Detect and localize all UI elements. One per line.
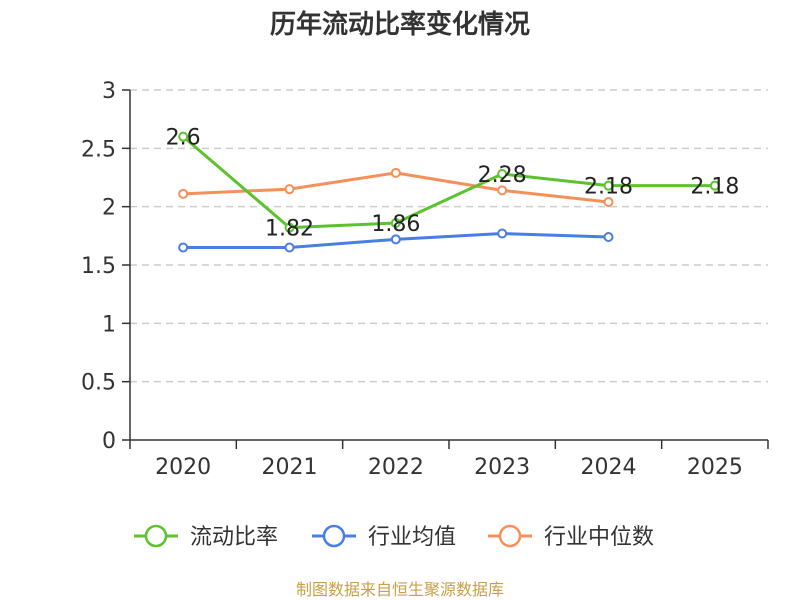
x-tick-label: 2023: [474, 455, 530, 480]
data-point: [178, 188, 189, 199]
series-行业均值: [178, 228, 614, 253]
data-point: [603, 197, 614, 207]
data-point: [390, 218, 401, 228]
data-label: 2.18: [690, 175, 739, 200]
data-label: 1.86: [371, 212, 420, 237]
data-point: [603, 180, 614, 191]
data-point: [284, 222, 295, 233]
series-group: [178, 131, 720, 253]
data-label: 2.6: [166, 126, 201, 151]
data-point: [497, 169, 508, 179]
source-note: 制图数据来自恒生聚源数据库: [296, 580, 504, 599]
x-tick-label: 2021: [262, 455, 318, 480]
grid-lines: [130, 89, 768, 383]
legend-label: 行业中位数: [544, 525, 654, 550]
legend-item[interactable]: 行业中位数: [488, 524, 654, 550]
series-line: [182, 135, 715, 230]
legend-marker: [498, 524, 522, 548]
legend-item[interactable]: 行业均值: [312, 524, 456, 550]
series-行业中位数: [178, 167, 614, 207]
x-tick-label: 2022: [368, 455, 424, 480]
data-label: 2.18: [584, 175, 633, 200]
data-point: [284, 184, 295, 195]
legend-marker: [322, 524, 346, 548]
data-point: [497, 228, 508, 239]
data-label: 1.82: [265, 217, 314, 242]
data-point: [497, 185, 508, 196]
data-point: [390, 234, 401, 245]
legend-label: 流动比率: [190, 525, 278, 550]
data-point: [284, 242, 295, 253]
legend-label: 行业均值: [368, 525, 456, 550]
x-tick-label: 2025: [687, 455, 743, 480]
data-point: [178, 242, 189, 253]
y-tick-label: 2: [102, 196, 116, 221]
x-tick-label: 2024: [581, 455, 637, 480]
y-tick-label: 0: [102, 429, 116, 454]
data-point: [390, 167, 401, 178]
chart-title: 历年流动比率变化情况: [270, 9, 530, 40]
data-point: [603, 232, 614, 242]
y-tick-label: 2.5: [81, 137, 116, 162]
data-label: 2.28: [478, 163, 527, 188]
x-tick-label: 2020: [155, 455, 211, 480]
axes: 0 0.5 1 1.5 2 2.5 3 2020 2021 2022 2023 2024 2025: [81, 79, 769, 480]
legend: 流动比率 行业均值 行业中位数: [134, 524, 654, 550]
legend-marker: [144, 524, 168, 548]
y-tick-label: 0.5: [81, 371, 116, 396]
y-tick-label: 1.5: [81, 254, 116, 279]
data-labels: 2.6 1.82 1.86 2.28 2.18 2.18: [166, 126, 740, 242]
data-point: [709, 180, 720, 191]
data-point: [178, 131, 189, 142]
series-流动比率: [178, 131, 720, 233]
y-tick-label: 3: [102, 79, 116, 104]
y-tick-label: 1: [102, 312, 116, 337]
legend-item[interactable]: 流动比率: [134, 524, 278, 550]
